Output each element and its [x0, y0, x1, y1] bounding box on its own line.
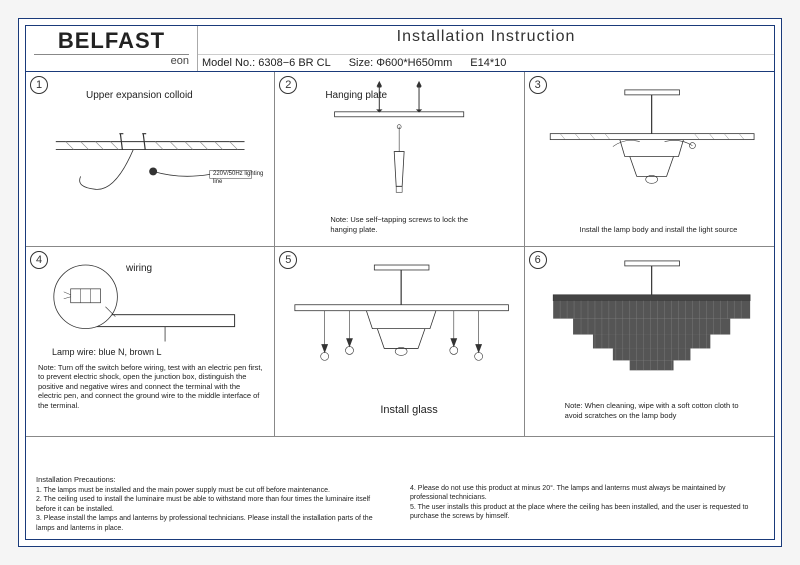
title: Installation Instruction	[198, 26, 774, 54]
footer: Installation Precautions: 1. The lamps m…	[36, 475, 764, 533]
step-5: 5 Instal	[275, 247, 524, 437]
diagram-3	[525, 72, 774, 246]
inner-border: BELFAST eon Installation Instruction Mod…	[25, 25, 775, 540]
footer-left: Installation Precautions: 1. The lamps m…	[36, 475, 390, 533]
footer-right: 4. Please do not use this product at min…	[410, 475, 764, 533]
spec-size: Size: Φ600*H650mm	[349, 57, 453, 69]
logo-main: BELFAST	[58, 30, 165, 52]
spec-bulb: E14*10	[470, 57, 506, 69]
step-label: Hanging plate	[325, 90, 387, 101]
logo-box: BELFAST eon	[26, 26, 198, 71]
precaution-4: 4. Please do not use this product at min…	[410, 484, 764, 503]
step-label: Upper expansion colloid	[86, 90, 193, 101]
step-note: Note: When cleaning, wipe with a soft co…	[565, 401, 754, 420]
step-6: 6	[525, 247, 774, 437]
step-2: 2 Hanging plate Note: Use self−tapping s…	[275, 72, 524, 247]
step-label: wiring	[126, 263, 152, 274]
specs-row: Model No.: 6308−6 BR CL Size: Φ600*H650m…	[198, 54, 774, 71]
precaution-3: 3. Please install the lamps and lanterns…	[36, 514, 390, 533]
precaution-2: 2. The ceiling used to install the lumin…	[36, 495, 390, 514]
install-glass: Install glass	[380, 404, 437, 416]
step-1: 1 Upper expansion colloid	[26, 72, 275, 247]
step-number: 4	[30, 251, 48, 269]
wire-label: Lamp wire: blue N, brown L	[52, 347, 162, 357]
step-number: 3	[529, 76, 547, 94]
step-number: 6	[529, 251, 547, 269]
logo-sub: eon	[34, 54, 189, 67]
step-number: 5	[279, 251, 297, 269]
step-number: 1	[30, 76, 48, 94]
spec-model: Model No.: 6308−6 BR CL	[202, 57, 331, 69]
header: BELFAST eon Installation Instruction Mod…	[26, 26, 774, 72]
step-extra: 220V/50Hz lighting line	[213, 171, 274, 186]
precaution-1: 1. The lamps must be installed and the m…	[36, 486, 390, 495]
precaution-5: 5. The user installs this product at the…	[410, 503, 764, 522]
instruction-sheet: BELFAST eon Installation Instruction Mod…	[18, 18, 782, 547]
step-note: Note: Turn off the switch before wiring,…	[38, 363, 264, 410]
precautions-title: Installation Precautions:	[36, 475, 390, 485]
step-note: Install the lamp body and install the li…	[580, 225, 744, 234]
title-box: Installation Instruction Model No.: 6308…	[198, 26, 774, 71]
step-3: 3	[525, 72, 774, 247]
step-number: 2	[279, 76, 297, 94]
step-4: 4 wiring Lamp wire: blue N, brown L Note…	[26, 247, 275, 437]
step-note: Note: Use self−tapping screws to lock th…	[330, 215, 493, 234]
steps-grid: 1 Upper expansion colloid	[26, 72, 774, 475]
